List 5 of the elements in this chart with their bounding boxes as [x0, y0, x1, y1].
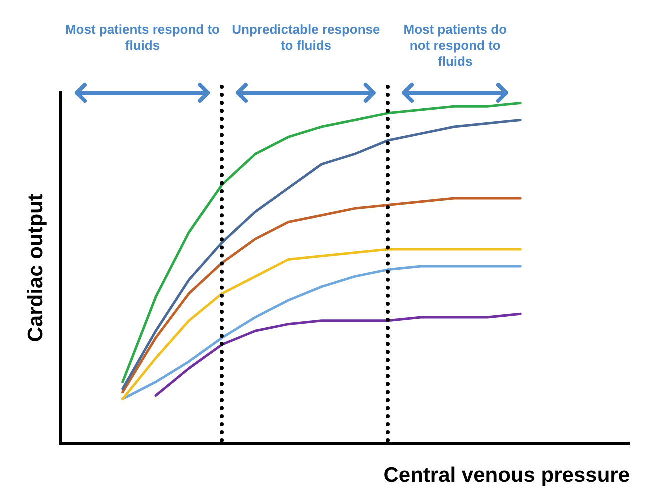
text: Most patients do not respond to fluids: [402, 22, 508, 70]
text: Most patients respond to fluids: [65, 22, 220, 54]
x-axis-title: Central venous pressure: [384, 464, 630, 488]
text: Unpredictable response to fluids: [231, 22, 382, 54]
y-axis-title: Cardiac output: [24, 194, 48, 342]
